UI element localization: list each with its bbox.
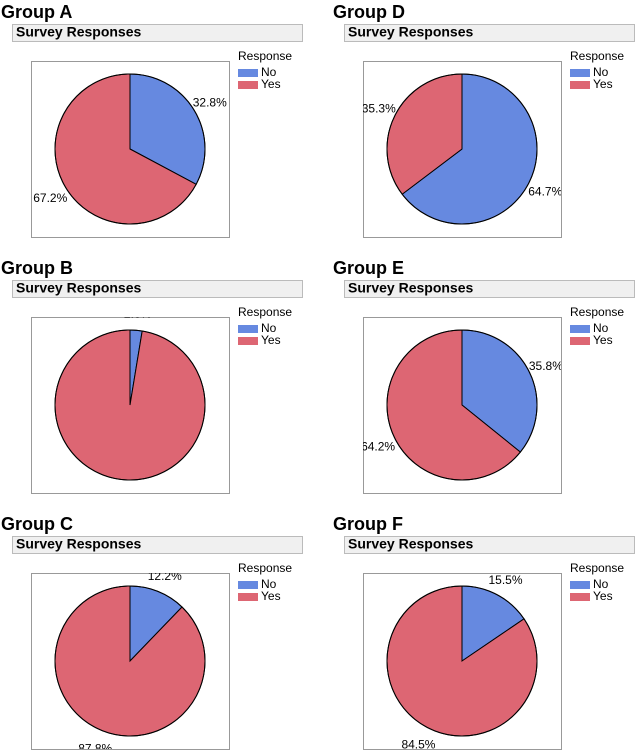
legend-swatch [570,581,590,589]
label-layer: 2.6% 97.4% [105,306,152,506]
pie-slice [54,329,206,481]
legend-label: Yes [593,589,613,603]
legend-label: Yes [261,77,281,91]
value-label: 97.4% [105,492,139,506]
legend-title: Response [570,305,624,319]
pie-outline [386,585,538,737]
legend-label: No [261,65,277,79]
value-label: 35.3% [362,102,396,116]
legend-title: Response [238,561,292,575]
legend-title: Response [570,561,624,575]
label-layer: 64.7% 35.3% [362,102,562,199]
pie-outline [54,329,206,481]
legend-swatch [570,593,590,601]
pie-outline [386,329,538,481]
group-title: Group F [333,514,403,534]
legend-label: No [593,65,609,79]
subtitle-box [344,24,635,42]
legend-swatch [570,81,590,89]
pie-outline [54,585,206,737]
subtitle: Survey Responses [16,536,141,552]
legend-title: Response [238,305,292,319]
pie-outline [54,73,206,225]
legend-label: No [261,577,277,591]
legend-label: Yes [593,77,613,91]
label-layer: 15.5% 84.5% [401,573,523,751]
subtitle: Survey Responses [16,24,141,40]
value-label: 64.7% [528,185,562,199]
subtitle-box [12,280,303,298]
value-label: 32.8% [193,95,227,109]
group-title: Group E [333,258,404,278]
subtitle-box [344,280,635,298]
legend-swatch [238,337,258,345]
legend-swatch [570,337,590,345]
subtitle: Survey Responses [16,280,141,296]
value-label: 12.2% [148,569,182,583]
legend-swatch [238,69,258,77]
legend-label: No [593,577,609,591]
legend-title: Response [570,49,624,63]
pie-outline [386,73,538,225]
pie-slice [54,585,206,737]
legend-label: Yes [593,333,613,347]
value-label: 67.2% [33,191,67,205]
subtitle: Survey Responses [348,536,473,552]
label-layer: 32.8% 67.2% [33,95,227,205]
group-title: Group B [1,258,73,278]
subtitle: Survey Responses [348,280,473,296]
subtitle-box [12,24,303,42]
legend-swatch [238,581,258,589]
subtitle-box [344,536,635,554]
value-label: 87.8% [78,741,112,755]
legend-swatch [570,325,590,333]
group-title: Group D [333,2,405,22]
legend-swatch [570,69,590,77]
legend-label: No [261,321,277,335]
value-label: 84.5% [401,737,435,751]
value-label: 2.6% [124,306,152,320]
label-layer: 12.2% 87.8% [78,569,182,755]
subtitle-box [12,536,303,554]
label-layer: 35.8% 64.2% [361,359,563,453]
value-label: 35.8% [529,359,563,373]
value-label: 15.5% [489,573,523,587]
group-title: Group C [1,514,73,534]
subtitle: Survey Responses [348,24,473,40]
group-title: Group A [1,2,72,22]
legend-swatch [238,81,258,89]
legend-title: Response [238,49,292,63]
legend-label: Yes [261,333,281,347]
legend-label: Yes [261,589,281,603]
legend-swatch [238,325,258,333]
legend-label: No [593,321,609,335]
value-label: 64.2% [361,439,395,453]
legend-swatch [238,593,258,601]
